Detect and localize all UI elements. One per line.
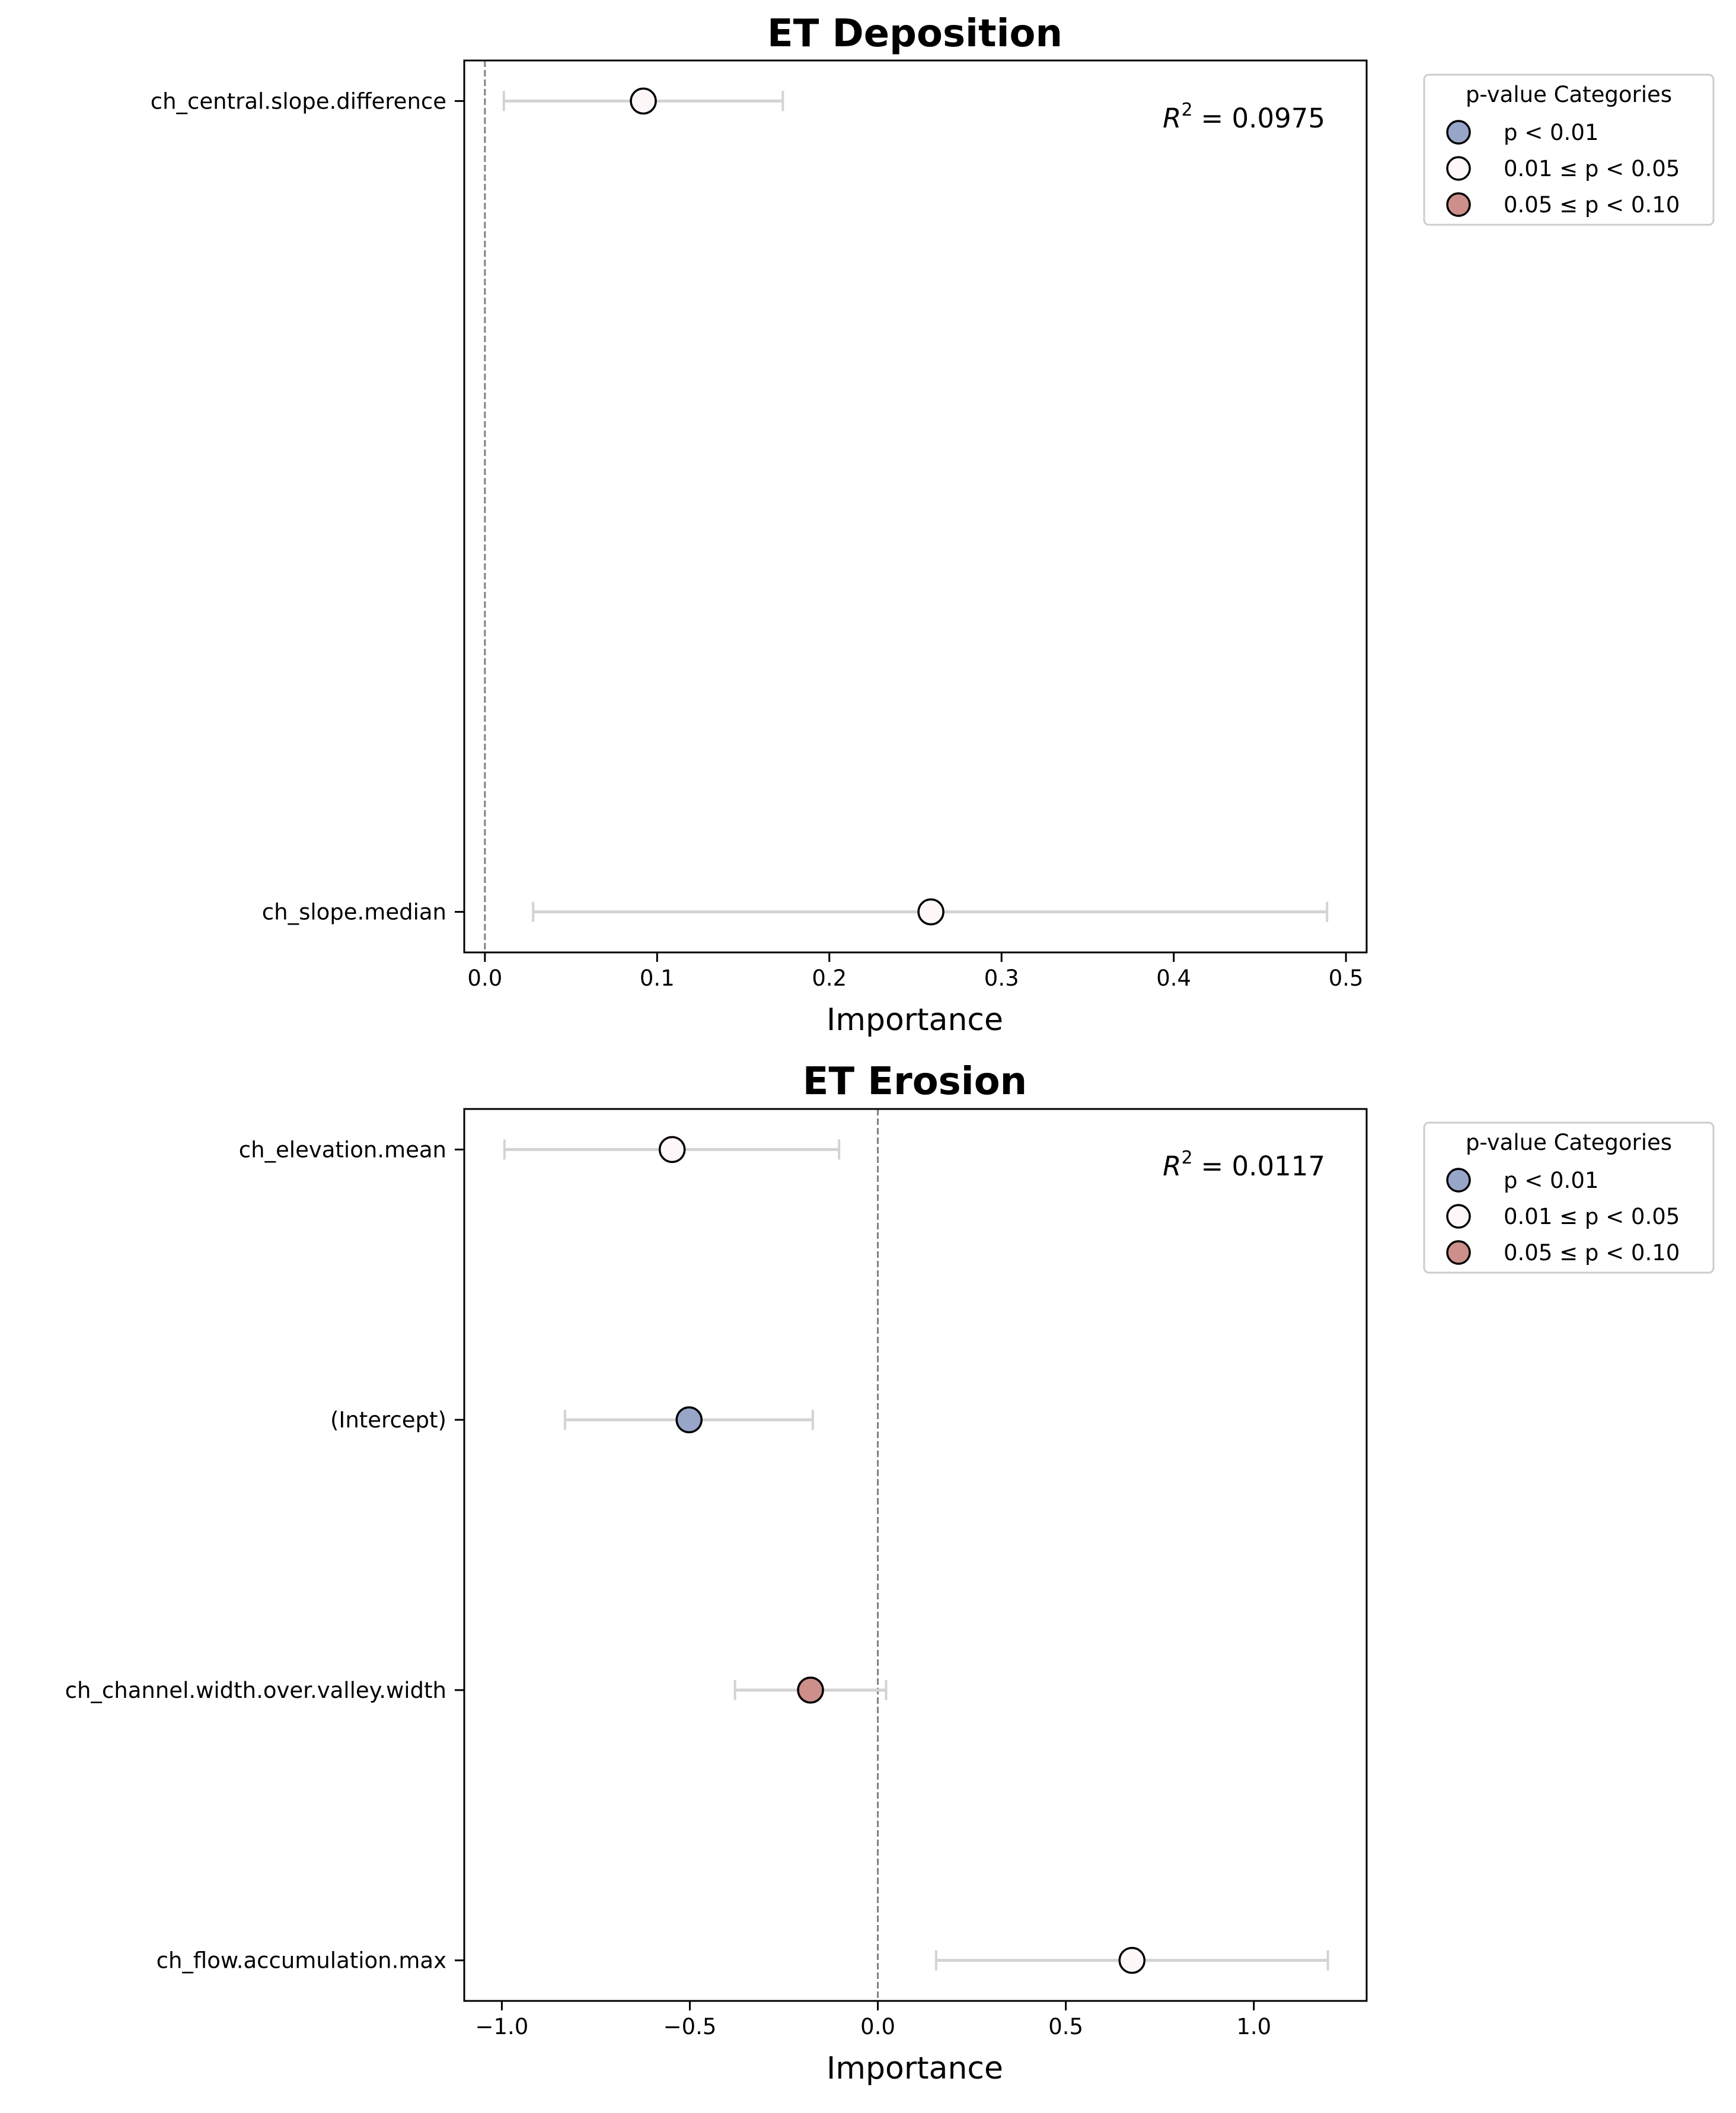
coefficient-row: ch_slope.median (262, 898, 1329, 926)
x-tick-label: −1.0 (475, 2014, 528, 2039)
coefficient-row: ch_flow.accumulation.max (157, 1946, 1329, 1974)
legend-marker (1446, 192, 1471, 217)
legend-title: p-value Categories (1466, 82, 1672, 107)
r-squared-annotation: R2 = 0.0117 (1163, 1148, 1325, 1182)
x-tick-label: 0.4 (1156, 965, 1191, 991)
legend-marker (1446, 1240, 1471, 1265)
x-axis-title: Importance (826, 1002, 1003, 1038)
legend-marker (1446, 1168, 1471, 1193)
axes-frame (463, 1108, 1368, 2002)
coefficient-row: ch_central.slope.difference (151, 87, 784, 115)
x-tick-label: −0.5 (663, 2014, 717, 2039)
axes-frame (463, 59, 1368, 954)
y-tick-label: ch_slope.median (262, 900, 446, 925)
legend-items: p < 0.01 0.01 ≤ p < 0.05 0.05 ≤ p < 0.10 (1446, 120, 1680, 218)
panel-et-erosion: ET Erosion −1.0 −0.5 0.0 0.5 1.0 ch_elevation… (65, 1060, 1715, 2086)
x-tick-label: 0.5 (1048, 2014, 1083, 2039)
y-tick-label: ch_central.slope.difference (151, 88, 446, 114)
y-tick-label: ch_elevation.mean (239, 1137, 446, 1162)
coefficient-row: ch_elevation.mean (239, 1136, 841, 1164)
x-axis-title: Importance (826, 2051, 1003, 2086)
x-tick-label: 0.1 (640, 965, 675, 991)
r-squared-annotation: R2 = 0.0975 (1163, 100, 1325, 134)
r-squared-value: = 0.0975 (1201, 103, 1325, 134)
chart-title: ET Deposition (767, 12, 1062, 56)
legend-frame (1423, 74, 1715, 226)
estimate-point (1118, 1946, 1146, 1974)
legend-label: p < 0.01 (1504, 1168, 1598, 1193)
coefficient-row: (Intercept) (330, 1406, 814, 1433)
legend-label: 0.01 ≤ p < 0.05 (1504, 156, 1680, 181)
legend-marker (1446, 1204, 1471, 1229)
chart-title: ET Erosion (803, 1060, 1027, 1104)
legend: p-value Categories p < 0.01 0.01 ≤ p < 0.… (1423, 1121, 1715, 1274)
estimate-point (630, 87, 657, 115)
panel-et-deposition: ET Deposition 0.0 0.1 0.2 0.3 0.4 0.5 ch_centr… (151, 12, 1715, 1038)
estimate-point (675, 1406, 703, 1433)
estimate-point (658, 1136, 686, 1164)
legend-frame (1423, 1121, 1715, 1274)
legend-marker (1446, 156, 1471, 181)
estimate-point (797, 1677, 824, 1704)
x-tick-label: 0.3 (984, 965, 1019, 991)
x-tick-label: 1.0 (1236, 2014, 1271, 2039)
legend-items: p < 0.01 0.01 ≤ p < 0.05 0.05 ≤ p < 0.10 (1446, 1168, 1680, 1266)
r-squared-value: = 0.0117 (1201, 1150, 1325, 1182)
legend-label: 0.01 ≤ p < 0.05 (1504, 1204, 1680, 1229)
legend-marker (1446, 120, 1471, 145)
estimate-point (917, 898, 944, 926)
legend-title: p-value Categories (1466, 1130, 1672, 1155)
y-tick-label: ch_flow.accumulation.max (157, 1948, 446, 1974)
legend: p-value Categories p < 0.01 0.01 ≤ p < 0.… (1423, 74, 1715, 226)
x-tick-label: 0.0 (860, 2014, 895, 2039)
plot-area: 0.0 0.1 0.2 0.3 0.4 0.5 ch_central.slope.diffe… (151, 60, 1364, 991)
legend-label: 0.05 ≤ p < 0.10 (1504, 192, 1680, 218)
x-tick-label: 0.5 (1329, 965, 1364, 991)
y-tick-label: ch_channel.width.over.valley.width (65, 1678, 446, 1703)
coefficient-row: ch_channel.width.over.valley.width (65, 1677, 888, 1704)
legend-label: 0.05 ≤ p < 0.10 (1504, 1240, 1680, 1266)
x-tick-label: 0.0 (467, 965, 502, 991)
plot-area: −1.0 −0.5 0.0 0.5 1.0 ch_elevation.mean (Inter… (65, 1109, 1329, 2039)
y-tick-label: (Intercept) (330, 1407, 446, 1433)
x-tick-label: 0.2 (812, 965, 847, 991)
legend-label: p < 0.01 (1504, 120, 1598, 145)
